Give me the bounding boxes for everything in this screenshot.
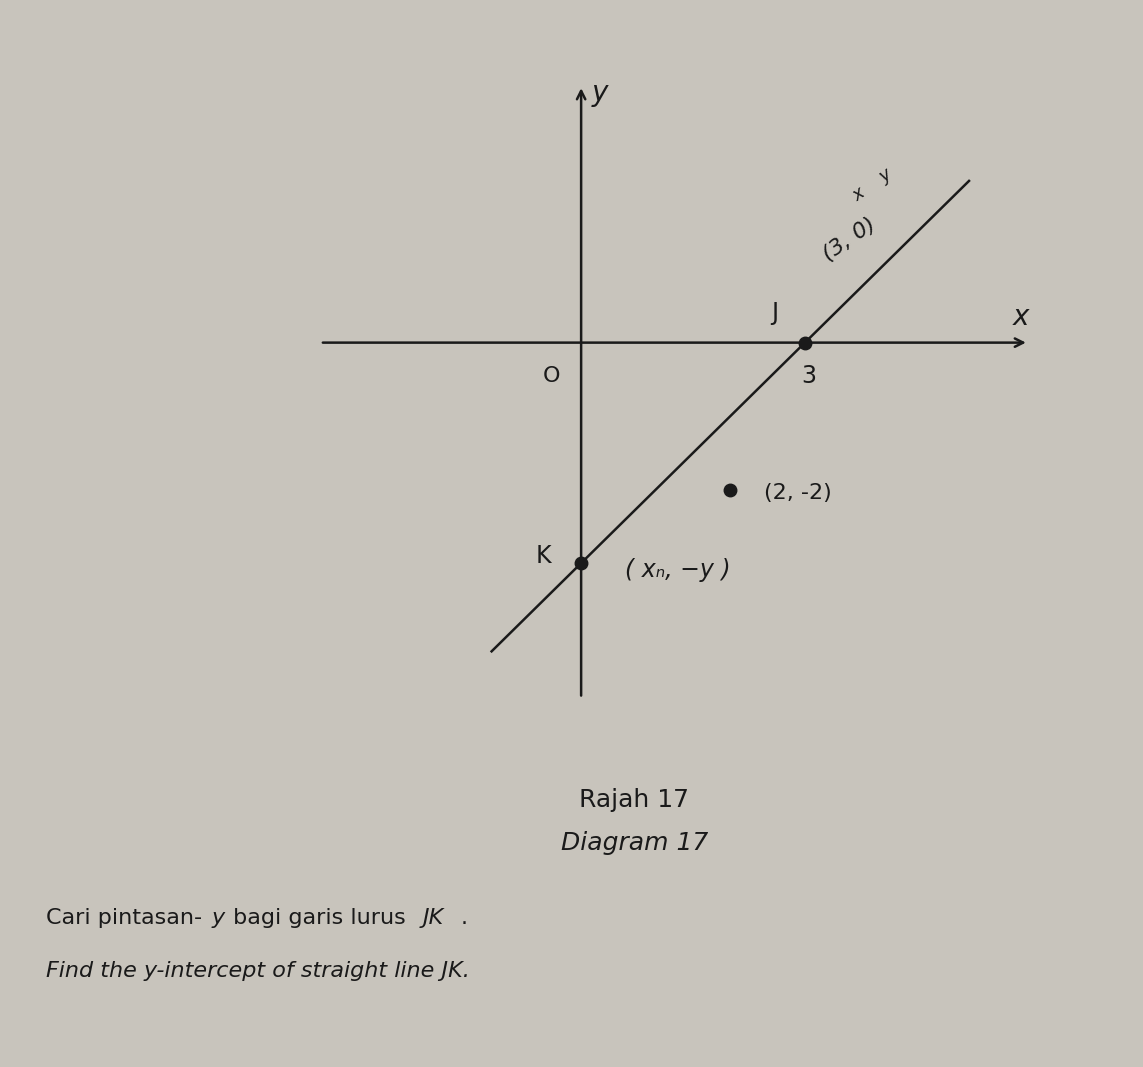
Text: Find the y-intercept of straight line JK.: Find the y-intercept of straight line JK… [46, 961, 470, 981]
Text: Cari pintasan-: Cari pintasan- [46, 908, 202, 927]
Text: (2, -2): (2, -2) [764, 483, 831, 504]
Text: 3: 3 [801, 364, 816, 387]
Text: K: K [536, 544, 552, 568]
Text: x: x [1013, 303, 1030, 331]
Text: (3, 0): (3, 0) [820, 214, 880, 265]
Text: Rajah 17: Rajah 17 [580, 789, 689, 812]
Text: x    y: x y [849, 164, 895, 205]
Text: bagi garis lurus: bagi garis lurus [226, 908, 413, 927]
Text: .: . [461, 908, 467, 927]
Text: J: J [772, 301, 778, 325]
Text: y: y [211, 908, 224, 927]
Text: JK: JK [423, 908, 445, 927]
Text: Diagram 17: Diagram 17 [561, 831, 708, 855]
Text: y: y [592, 79, 608, 107]
Text: O: O [543, 366, 560, 385]
Text: ( xₙ, −y ): ( xₙ, −y ) [625, 558, 730, 583]
